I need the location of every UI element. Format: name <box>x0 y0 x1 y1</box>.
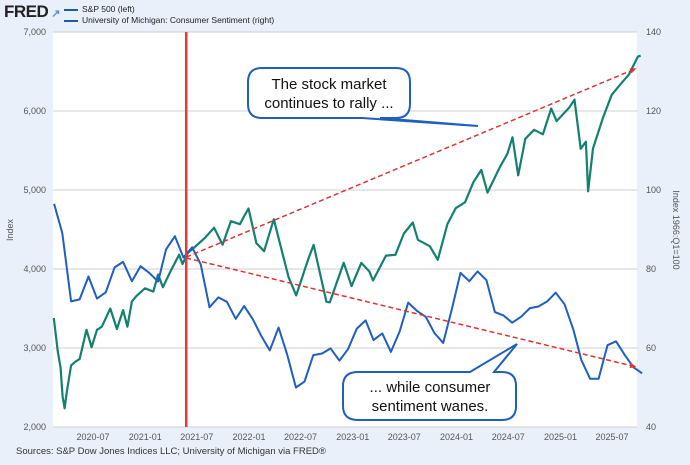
callout-top-bubble <box>247 67 479 127</box>
legend: S&P 500 (left) University of Michigan: C… <box>64 4 274 26</box>
y-tick-label: 6,000 <box>23 106 46 116</box>
x-tick-label: 2025-01 <box>544 432 577 442</box>
x-tick-label: 2021-07 <box>180 432 213 442</box>
callout-bottom-line2: sentiment wanes. <box>372 398 489 415</box>
x-tick-label: 2024-01 <box>440 432 473 442</box>
y-tick-label: 2,000 <box>23 422 46 432</box>
x-tick-label: 2022-07 <box>284 432 317 442</box>
legend-label: S&P 500 (left) <box>82 4 135 14</box>
y-tick-label: 4,000 <box>23 264 46 274</box>
x-tick-label: 2024-07 <box>492 432 525 442</box>
y-axis-label: Index <box>5 218 15 241</box>
x-tick-label: 2022-01 <box>233 432 266 442</box>
callout-bottom-line1: ... while consumer <box>370 379 491 396</box>
callout-bottom-bubble <box>342 343 518 421</box>
y2-tick-label: 40 <box>646 422 656 432</box>
x-tick-label: 2020-07 <box>76 432 109 442</box>
callout-top: The stock market continues to rally ... <box>247 67 479 127</box>
sources-text: Sources: S&P Dow Jones Indices LLC; Univ… <box>16 446 326 457</box>
y-tick-label: 3,000 <box>23 343 46 353</box>
x-tick-label: 2023-07 <box>388 432 421 442</box>
callout-top-line1: The stock market <box>271 76 387 93</box>
sp500-line <box>52 54 642 410</box>
consumer-sentiment-line <box>53 203 643 389</box>
chart-icon: ↗ <box>51 8 60 20</box>
y-tick-label: 5,000 <box>23 185 46 195</box>
trend-line-down-arrowhead <box>629 362 637 369</box>
x-tick-label: 2025-07 <box>595 432 628 442</box>
y2-axis-label: Index 1966:Q1=100 <box>671 190 681 269</box>
y2-tick-label: 80 <box>646 264 656 274</box>
y2-tick-label: 120 <box>646 106 661 116</box>
x-tick-label: 2021-01 <box>129 432 162 442</box>
logo-text: FRED <box>4 2 49 21</box>
y2-tick-label: 100 <box>646 185 661 195</box>
y-tick-label: 7,000 <box>23 27 46 37</box>
trend-line-up <box>185 67 637 258</box>
legend-item-sentiment[interactable]: University of Michigan: Consumer Sentime… <box>64 15 274 26</box>
callout-top-line2: continues to rally ... <box>264 95 393 112</box>
fred-logo[interactable]: FRED ↗ <box>4 2 60 22</box>
x-tick-label: 2023-01 <box>336 432 369 442</box>
trend-line-down <box>186 257 637 368</box>
callout-bottom: ... while consumer sentiment wanes. <box>342 343 518 421</box>
y2-tick-label: 140 <box>646 27 661 37</box>
trend-line-up-arrowhead <box>629 68 637 74</box>
legend-item-sp500[interactable]: S&P 500 (left) <box>64 4 274 15</box>
legend-label: University of Michigan: Consumer Sentime… <box>82 15 275 25</box>
y2-tick-label: 60 <box>646 343 656 353</box>
